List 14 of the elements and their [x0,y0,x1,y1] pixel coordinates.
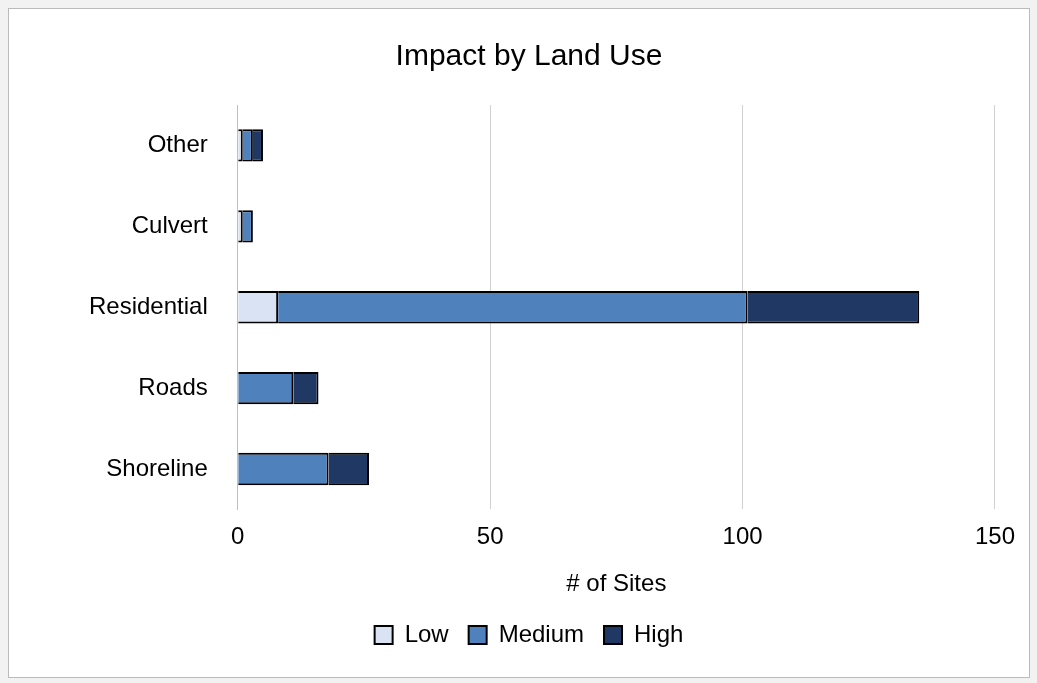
y-tick-label: Culvert [131,210,209,238]
y-tick-label: Residential [89,291,208,319]
x-axis-title: # of Sites [566,569,667,597]
x-tick-label: 50 [476,522,504,550]
x-tick-label: 150 [974,522,1015,550]
y-tick-label: Shoreline [106,453,208,481]
legend-label: High [634,619,684,647]
x-tick-label: 100 [722,522,763,550]
chart-title: Impact by Land Use [395,38,663,72]
y-tick-label: Other [147,130,208,158]
x-tick-label: 0 [231,522,245,550]
legend-label: Medium [498,619,585,647]
y-tick-label: Roads [138,372,208,400]
legend-label: Low [404,619,450,647]
